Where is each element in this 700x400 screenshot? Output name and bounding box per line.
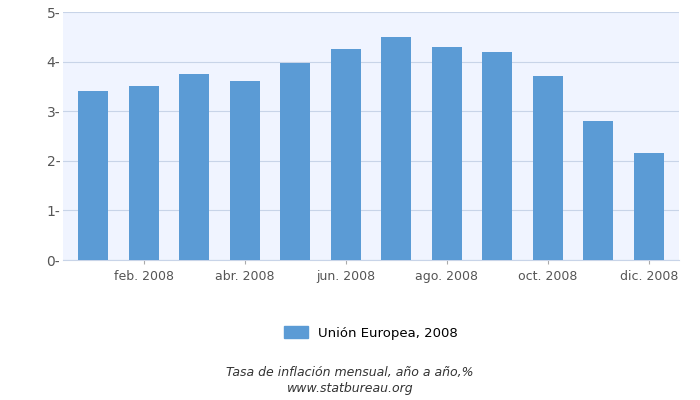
Bar [179, 74, 209, 260]
Text: Tasa de inflación mensual, año a año,%: Tasa de inflación mensual, año a año,% [226, 366, 474, 379]
Bar [78, 91, 108, 260]
Bar [280, 62, 310, 260]
Bar [230, 82, 260, 260]
Text: www.statbureau.org: www.statbureau.org [287, 382, 413, 395]
Bar [432, 47, 462, 260]
Bar [381, 37, 412, 260]
Bar [129, 86, 159, 260]
Bar [482, 52, 512, 260]
Bar [583, 121, 613, 260]
Bar [330, 49, 361, 260]
Bar [634, 153, 664, 260]
Bar [533, 76, 563, 260]
Legend: Unión Europea, 2008: Unión Europea, 2008 [279, 321, 463, 345]
